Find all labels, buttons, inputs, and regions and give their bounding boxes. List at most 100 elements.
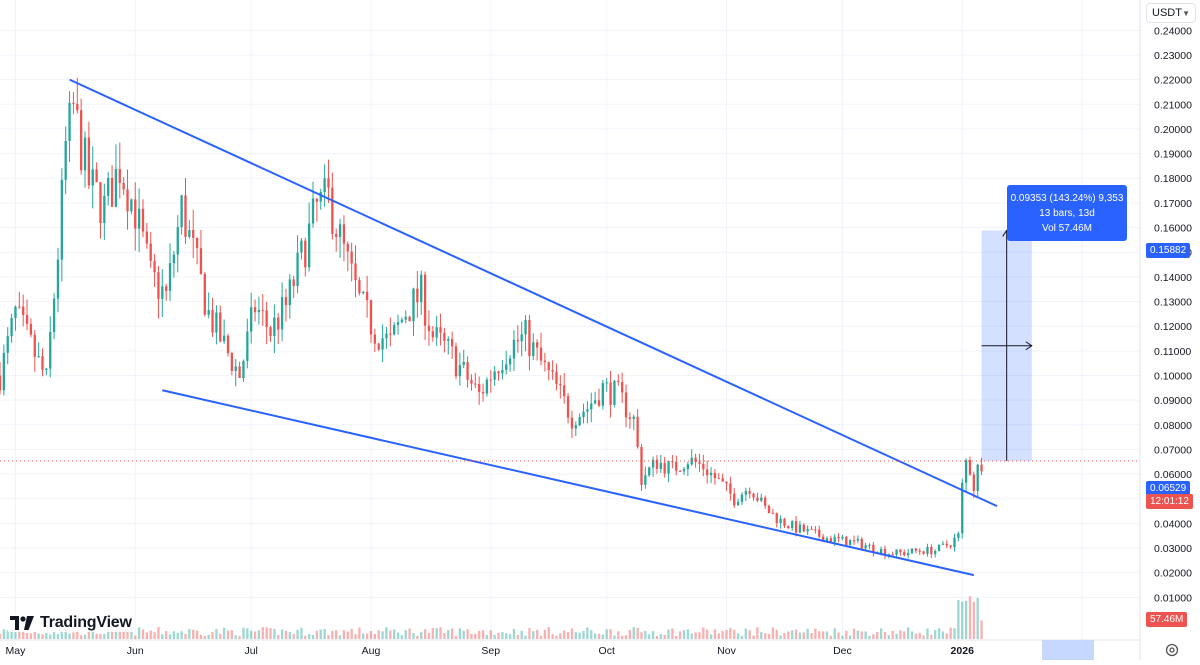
volume-bar <box>574 632 577 639</box>
candle-body <box>864 545 867 549</box>
candle-body <box>543 360 547 363</box>
volume-bar <box>485 634 489 639</box>
volume-bar <box>195 630 199 639</box>
volume-bar <box>794 629 798 639</box>
candle-body <box>713 472 717 479</box>
candle-body <box>246 331 249 361</box>
volume-bar <box>837 632 840 639</box>
candle-body <box>114 169 118 207</box>
candle-body <box>578 417 581 426</box>
volume-bar <box>68 633 71 639</box>
volume-bar <box>644 631 647 639</box>
volume-bar <box>261 627 264 639</box>
candle-body <box>362 291 365 294</box>
candle-body <box>141 208 145 232</box>
x-tick-label: Oct <box>599 645 615 657</box>
candle-body <box>427 325 431 332</box>
candle-body <box>953 537 956 548</box>
volume-bar <box>338 635 342 639</box>
candle-body <box>686 464 690 470</box>
candle-body <box>964 460 968 483</box>
volume-bar <box>926 628 929 639</box>
candle-body <box>721 478 724 482</box>
volume-bar <box>968 596 972 639</box>
volume-bar <box>91 627 94 639</box>
volume-bar <box>335 630 338 639</box>
volume-bar <box>849 635 852 639</box>
volume-bar <box>161 634 164 639</box>
volume-bar <box>505 633 508 639</box>
volume-bar <box>717 633 720 639</box>
candle-body <box>14 306 17 319</box>
volume-bar <box>33 630 36 639</box>
candle-body <box>304 240 307 268</box>
candle-body <box>802 524 805 532</box>
x-tick-label: Dec <box>833 645 852 657</box>
volume-bar <box>771 627 775 639</box>
volume-bar <box>941 631 945 639</box>
candle-body <box>586 409 589 412</box>
volume-bar <box>876 631 879 639</box>
candle-body <box>756 497 759 501</box>
volume-bar <box>141 629 145 639</box>
candle-body <box>748 491 751 494</box>
volume-bar <box>443 633 446 639</box>
candle-body <box>895 549 898 555</box>
candle-body <box>632 416 635 419</box>
volume-bar <box>153 632 156 639</box>
volume-bar <box>524 635 527 639</box>
settings-gear-icon[interactable] <box>1164 642 1180 658</box>
volume-bar <box>829 635 833 639</box>
candle-body <box>918 550 921 552</box>
volume-bar <box>277 635 280 639</box>
volume-bar <box>400 635 404 639</box>
volume-bar <box>640 632 643 639</box>
tradingview-logo[interactable]: TradingView <box>8 614 134 632</box>
y-tick-label: 0.12000 <box>1154 321 1192 333</box>
volume-bar <box>408 628 411 639</box>
volume-bar <box>856 630 860 639</box>
candle-body <box>574 425 577 429</box>
volume-bar <box>945 633 948 639</box>
volume-bar <box>659 634 662 639</box>
volume-bar <box>883 632 887 639</box>
candle-body <box>906 553 910 556</box>
volume-bar <box>818 631 821 639</box>
candle-body <box>327 178 330 188</box>
logo-text: TradingView <box>40 614 132 631</box>
candle-body <box>791 521 794 529</box>
y-tick-label: 0.21000 <box>1154 99 1192 111</box>
candle-body <box>52 298 56 333</box>
candle-body <box>87 137 91 186</box>
candle-body <box>485 379 489 394</box>
candle-body <box>810 528 813 530</box>
volume-bar <box>570 628 574 639</box>
candle-body <box>137 208 141 229</box>
candle-body <box>644 475 647 485</box>
candle-body <box>222 335 226 342</box>
volume-bar <box>501 631 504 639</box>
candle-body <box>192 230 195 238</box>
candle-body <box>605 382 608 384</box>
volume-bar <box>137 627 141 639</box>
y-tick-label: 0.24000 <box>1154 25 1192 37</box>
candle-body <box>423 274 427 326</box>
volume-bar <box>972 601 975 639</box>
volume-bar <box>821 631 825 639</box>
candle-body <box>207 309 210 315</box>
candle-body <box>617 380 620 383</box>
volume-bar <box>748 630 751 639</box>
candle-body <box>389 333 392 335</box>
candle-body <box>60 179 63 260</box>
candle-body <box>794 521 798 533</box>
y-tick-label: 0.03000 <box>1154 543 1192 555</box>
volume-bar <box>474 633 477 639</box>
volume-bar <box>744 628 747 639</box>
currency-select[interactable]: USDT ▼ <box>1146 3 1196 23</box>
volume-bar <box>868 635 871 639</box>
countdown-tag: 12:01:12 <box>1146 494 1193 509</box>
volume-bar <box>961 601 964 639</box>
volume-bar <box>134 635 137 639</box>
